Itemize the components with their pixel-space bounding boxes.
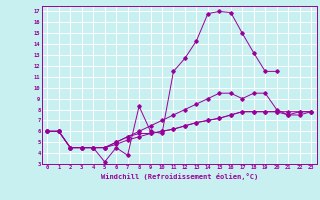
X-axis label: Windchill (Refroidissement éolien,°C): Windchill (Refroidissement éolien,°C) [100, 173, 258, 180]
